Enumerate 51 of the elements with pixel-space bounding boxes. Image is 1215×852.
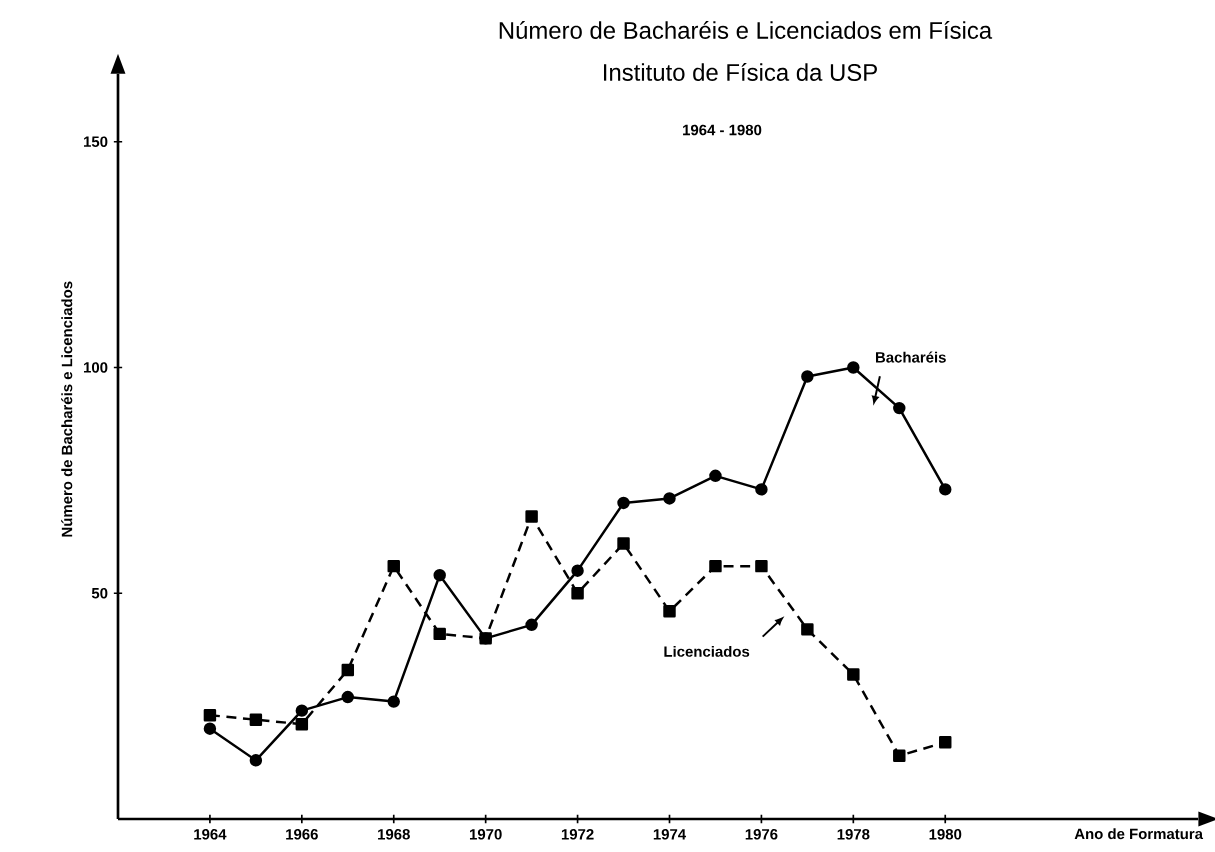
- point: [387, 695, 400, 708]
- x-axis-title: Ano de Formatura: [1074, 828, 1204, 840]
- x-tick-label: 1970: [469, 829, 502, 840]
- point: [663, 605, 676, 618]
- x-tick-label: 1972: [561, 829, 594, 840]
- point: [663, 492, 676, 505]
- point: [709, 559, 722, 573]
- point: [617, 496, 630, 510]
- x-tick-label: 1968: [378, 829, 410, 840]
- x-tick-label: 1978: [837, 829, 870, 840]
- point: [571, 587, 584, 600]
- point: [893, 401, 906, 415]
- point: [847, 361, 860, 374]
- point: [709, 469, 722, 483]
- y-axis-title: Número de Bacharéis e Licenciados: [61, 281, 73, 537]
- y-tick-label: 150: [83, 136, 108, 148]
- point: [755, 483, 768, 496]
- point: [893, 749, 906, 763]
- chart-title: Número de Bacharéis e Licenciados em Física: [499, 21, 993, 39]
- x-tick-label: 1964: [194, 829, 227, 840]
- x-tick-label: 1976: [745, 829, 778, 840]
- point: [387, 559, 400, 573]
- point: [939, 736, 952, 749]
- point: [847, 668, 860, 681]
- point: [249, 754, 263, 767]
- point: [755, 559, 768, 573]
- annotation: 1964 - 1980: [683, 124, 762, 136]
- y-tick-label: 100: [83, 362, 108, 373]
- y-tick-label: 50: [91, 587, 108, 599]
- point: [617, 537, 630, 550]
- point: [525, 510, 538, 523]
- point: [295, 717, 309, 731]
- point: [801, 370, 814, 383]
- series-label: Bacharéis: [875, 351, 946, 363]
- point: [341, 690, 355, 704]
- point: [525, 618, 538, 632]
- series-label: Licenciados: [664, 645, 750, 657]
- point: [433, 627, 446, 641]
- x-tick-label: 1966: [286, 829, 318, 840]
- point: [571, 564, 584, 577]
- point: [203, 722, 217, 735]
- point: [939, 483, 952, 496]
- x-tick-label: 1974: [653, 829, 687, 840]
- point: [295, 704, 309, 717]
- point: [249, 713, 263, 726]
- point: [433, 568, 446, 582]
- chart-subtitle: Instituto de Física da USP: [604, 63, 877, 81]
- point: [203, 708, 217, 722]
- point: [341, 663, 355, 677]
- point: [801, 623, 814, 636]
- x-tick-label: 1980: [929, 829, 962, 840]
